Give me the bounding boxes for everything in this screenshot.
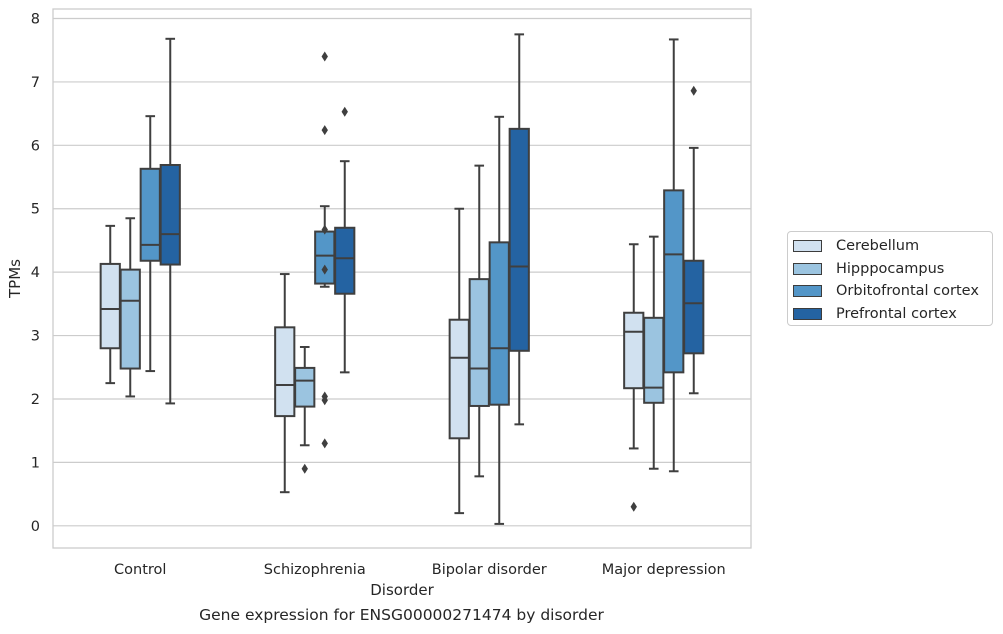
x-axis-label: Disorder <box>370 581 434 599</box>
box-prefrontal-cortex <box>334 106 356 374</box>
x-tick-label: Major depression <box>602 562 726 578</box>
box-iqr <box>468 278 490 407</box>
box-iqr <box>294 366 316 408</box>
outlier-point <box>321 224 328 235</box>
box-iqr <box>683 259 705 355</box>
legend-item: Cerebellum <box>793 235 992 258</box>
box-cerebellum <box>448 207 470 515</box>
legend-label: Prefrontal cortex <box>836 305 957 322</box>
legend-item: Prefrontal cortex <box>793 303 992 326</box>
box-cerebellum <box>99 224 121 385</box>
box-iqr <box>488 241 510 406</box>
box-hipppocampus <box>643 235 665 470</box>
box-prefrontal-cortex <box>683 85 705 395</box>
legend-swatch <box>793 240 822 253</box>
box-orbitofrontal-cortex <box>314 51 336 449</box>
box-iqr <box>334 226 356 295</box>
box-hipppocampus <box>119 217 141 398</box>
x-tick-label: Schizophrenia <box>264 562 366 578</box>
boxes <box>99 33 705 525</box>
legend-item: Orbitofrontal cortex <box>793 280 992 303</box>
legend-swatch <box>793 307 822 320</box>
box-cerebellum <box>274 273 296 494</box>
legend: Cerebellum Hipppocampus Orbitofrontal cort… <box>787 231 993 326</box>
box-prefrontal-cortex <box>508 33 530 426</box>
y-tick-label: 7 <box>31 75 40 91</box>
legend-item: Hipppocampus <box>793 258 992 281</box>
box-iqr <box>508 127 530 352</box>
y-tick-label: 8 <box>31 12 40 28</box>
outlier-point <box>321 395 328 406</box>
y-tick-label: 4 <box>31 265 40 281</box>
box-iqr <box>314 230 336 285</box>
y-tick-label: 0 <box>31 519 40 535</box>
y-tick-label: 5 <box>31 202 40 218</box>
legend-swatch <box>793 285 822 298</box>
x-axis-ticks: Control Schizophrenia Bipolar disorder Majo… <box>114 562 726 578</box>
legend-swatch <box>793 262 822 275</box>
plot-area-frame <box>52 8 752 549</box>
box-orbitofrontal-cortex <box>488 115 510 525</box>
y-axis-label: TPMs <box>6 259 24 299</box>
y-tick-label: 6 <box>31 138 40 154</box>
box-hipppocampus <box>468 164 490 478</box>
box-hipppocampus <box>294 345 316 474</box>
box-iqr <box>663 189 685 374</box>
y-tick-label: 1 <box>31 455 40 471</box>
outlier-point <box>321 438 328 449</box>
box-iqr <box>448 318 470 440</box>
gridlines <box>53 17 751 527</box>
box-prefrontal-cortex <box>159 37 181 405</box>
box-iqr <box>99 262 121 350</box>
box-iqr <box>159 163 181 266</box>
outlier-point <box>321 264 328 275</box>
outlier-point <box>341 106 348 117</box>
legend-label: Cerebellum <box>836 238 920 255</box>
legend-label: Orbitofrontal cortex <box>836 283 979 300</box>
box-cerebellum <box>623 243 645 512</box>
chart-caption: Gene expression for ENSG00000271474 by d… <box>199 606 604 624</box>
x-tick-label: Bipolar disorder <box>432 562 547 578</box>
box-iqr <box>623 311 645 390</box>
legend-label: Hipppocampus <box>836 260 945 277</box>
box-iqr <box>274 326 296 418</box>
outlier-point <box>690 85 697 96</box>
outlier-point <box>321 125 328 136</box>
y-axis-ticks: 0 1 2 3 4 5 6 7 8 <box>31 12 40 535</box>
box-orbitofrontal-cortex <box>139 115 161 373</box>
y-tick-label: 3 <box>31 329 40 345</box>
outlier-point <box>630 501 637 512</box>
box-iqr <box>119 268 141 370</box>
x-tick-label: Control <box>114 562 166 578</box>
y-tick-label: 2 <box>31 392 40 408</box>
box-orbitofrontal-cortex <box>663 38 685 473</box>
box-iqr <box>643 316 665 404</box>
outlier-point <box>321 51 328 62</box>
box-iqr <box>139 167 161 262</box>
outlier-point <box>301 463 308 474</box>
